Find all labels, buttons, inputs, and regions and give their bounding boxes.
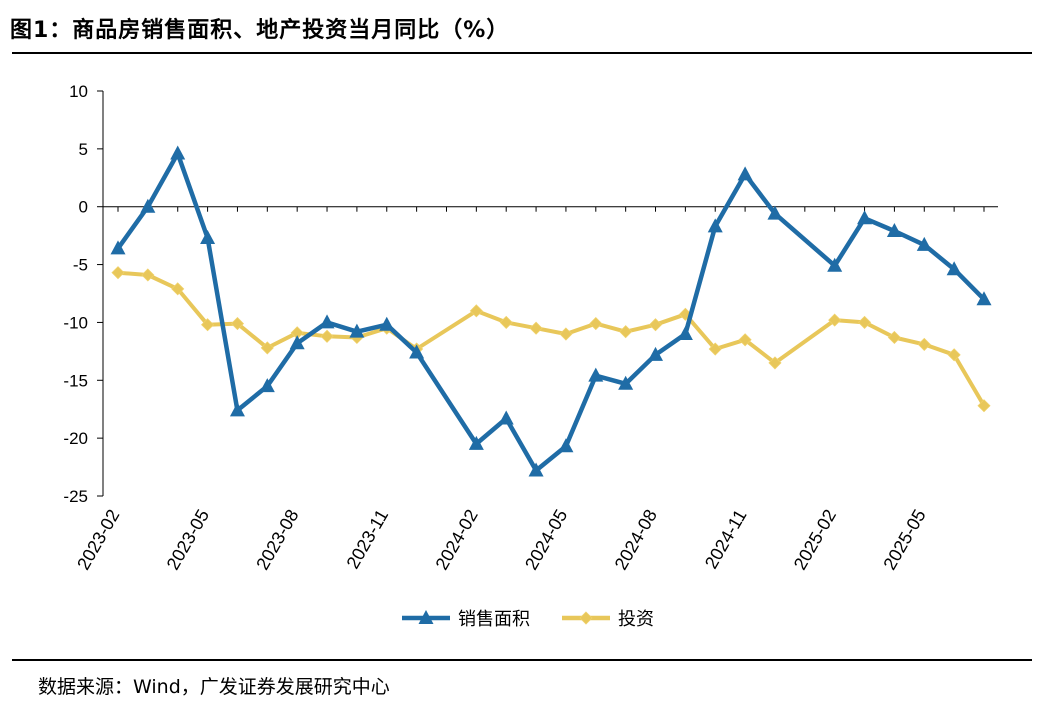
data-point: [201, 318, 215, 332]
x-tick-label: 2023-05: [163, 506, 213, 573]
x-tick-label: 2024-11: [701, 506, 751, 572]
legend-swatch-marker: [579, 611, 593, 625]
x-tick-label: 2023-02: [73, 506, 123, 573]
data-point: [708, 342, 722, 356]
y-tick-label: -5: [73, 256, 88, 275]
data-point: [170, 145, 186, 160]
y-tick-label: 10: [69, 82, 88, 101]
data-point: [677, 326, 693, 340]
data-point: [529, 321, 543, 335]
y-tick-label: -20: [63, 429, 88, 448]
data-point: [468, 435, 484, 450]
data-point: [767, 205, 783, 220]
legend-swatch-marker: [418, 610, 434, 624]
data-point: [768, 356, 782, 370]
data-point: [499, 315, 513, 329]
chart-title: 图1：商品房销售面积、地产投资当月同比（%）: [10, 18, 510, 43]
data-point: [559, 327, 573, 341]
y-tick-label: -10: [63, 313, 88, 332]
series-layer: [110, 145, 992, 477]
x-tick-label: 2024-05: [521, 506, 571, 573]
data-point: [857, 210, 873, 225]
data-point: [886, 223, 902, 238]
data-point: [828, 313, 842, 327]
data-point: [946, 261, 962, 276]
data-point: [707, 218, 723, 233]
data-point: [319, 314, 335, 329]
data-point: [737, 166, 753, 181]
data-point: [528, 462, 544, 477]
data-point: [498, 410, 514, 425]
data-point: [229, 402, 245, 417]
data-point: [857, 315, 872, 329]
series-investment: [111, 266, 991, 413]
data-point: [171, 282, 185, 296]
data-point: [648, 318, 663, 332]
data-point: [320, 329, 334, 343]
legend-label: 投资: [618, 609, 654, 630]
title-rule: [12, 52, 1032, 54]
data-point: [409, 344, 425, 359]
legend: 销售面积 投资: [402, 609, 654, 630]
data-point: [588, 367, 604, 382]
data-point: [887, 330, 901, 345]
y-tick-label: -25: [63, 487, 88, 506]
y-tick-label: 5: [79, 140, 88, 159]
x-tick-label: 2023-08: [252, 506, 302, 573]
data-point: [260, 341, 274, 355]
x-tick-label: 2025-05: [879, 506, 929, 573]
data-point: [200, 229, 216, 244]
data-point: [140, 198, 156, 213]
data-point: [558, 438, 574, 453]
data-point: [619, 325, 633, 339]
x-tick-label: 2024-02: [431, 506, 481, 573]
data-point: [977, 399, 991, 413]
series-sales: [110, 145, 992, 477]
source-note: 数据来源：Wind，广发证券发展研究中心: [38, 676, 390, 698]
source-rule: [12, 659, 1032, 661]
data-point: [589, 317, 603, 331]
data-point: [648, 346, 664, 361]
data-point: [618, 375, 634, 390]
x-tick-label: 2024-08: [611, 506, 661, 573]
x-tick-label: 2023-11: [343, 506, 393, 572]
legend-label: 销售面积: [458, 609, 530, 630]
data-point: [917, 337, 931, 351]
data-point: [379, 316, 395, 331]
data-point: [289, 335, 305, 350]
data-point: [349, 323, 365, 338]
x-tick-label: 2025-02: [790, 506, 840, 573]
data-point: [141, 268, 155, 282]
data-point: [259, 378, 275, 393]
y-tick-label: -15: [63, 371, 88, 390]
data-point: [738, 333, 752, 347]
data-point: [111, 266, 125, 280]
data-point: [947, 348, 961, 362]
data-point: [469, 304, 483, 318]
data-point: [916, 236, 932, 251]
data-point: [827, 257, 843, 272]
y-tick-label: 0: [79, 198, 88, 217]
data-point: [230, 317, 245, 331]
series-line: [116, 151, 986, 473]
series-line: [117, 270, 986, 407]
data-point: [976, 291, 992, 306]
data-point: [110, 240, 126, 255]
